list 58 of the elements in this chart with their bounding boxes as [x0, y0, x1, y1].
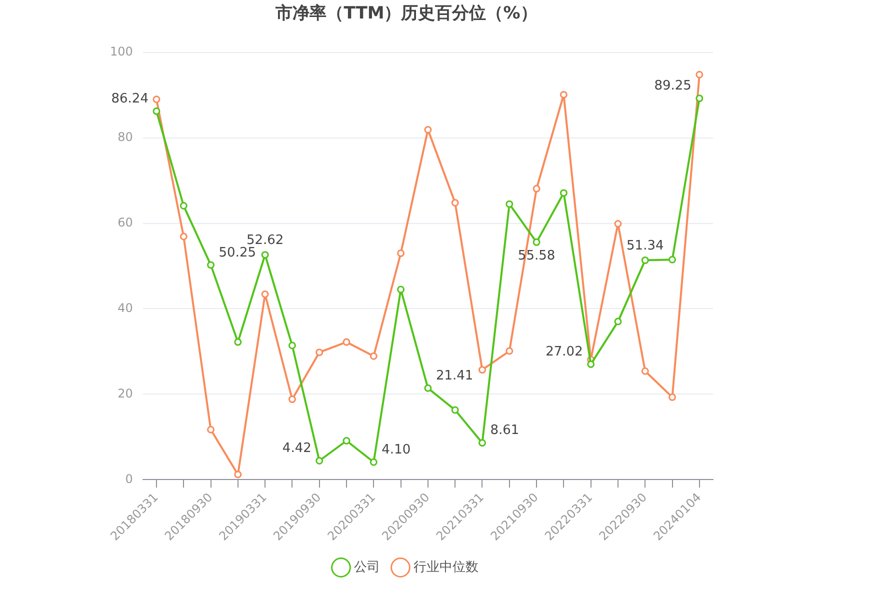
legend-label: 公司 — [354, 560, 380, 575]
point — [397, 249, 405, 257]
point — [180, 202, 188, 210]
point — [451, 406, 459, 414]
point — [397, 286, 405, 294]
data-label: 27.02 — [546, 344, 583, 360]
point — [641, 256, 649, 264]
data-label: 21.41 — [436, 368, 474, 384]
data-label: 4.42 — [282, 441, 312, 456]
point — [342, 338, 350, 346]
point — [696, 94, 704, 102]
point — [316, 348, 324, 356]
data-label: 8.61 — [490, 423, 520, 438]
point — [696, 70, 704, 78]
y-tick-label: 60 — [118, 215, 133, 230]
point — [478, 439, 486, 447]
chart-title: 市净率（TTM）历史百分位（%） — [274, 4, 538, 24]
point — [261, 290, 269, 298]
point — [370, 458, 378, 466]
data-label: 4.10 — [382, 442, 411, 458]
y-tick-label: 20 — [118, 386, 133, 400]
data-label: 51.34 — [626, 238, 664, 254]
data-label: 89.25 — [654, 78, 692, 94]
data-label: 86.24 — [111, 92, 148, 107]
point — [152, 107, 160, 115]
point — [342, 437, 350, 444]
point — [587, 360, 595, 368]
point — [180, 232, 188, 240]
point — [207, 261, 215, 269]
point — [668, 256, 676, 264]
point — [614, 318, 622, 326]
point — [234, 470, 242, 478]
point — [506, 200, 514, 208]
point — [424, 126, 432, 134]
y-tick-label: 100 — [110, 44, 133, 59]
point — [207, 426, 215, 434]
point — [560, 90, 568, 98]
y-tick-label: 0 — [125, 472, 133, 486]
point — [152, 96, 160, 104]
point — [451, 199, 459, 207]
point — [560, 189, 568, 197]
y-tick-label: 40 — [118, 300, 133, 315]
point — [506, 347, 514, 355]
point — [316, 456, 324, 464]
point — [288, 342, 296, 350]
y-tick-label: 80 — [118, 130, 133, 144]
point — [478, 366, 486, 374]
point — [614, 220, 622, 228]
point — [370, 352, 378, 360]
point — [288, 396, 296, 404]
point — [641, 367, 649, 375]
legend-label: 行业中位数 — [414, 560, 478, 575]
point — [424, 384, 432, 392]
point — [668, 393, 676, 401]
point — [532, 184, 540, 192]
point — [261, 251, 269, 259]
point — [532, 238, 540, 246]
point — [234, 338, 242, 346]
